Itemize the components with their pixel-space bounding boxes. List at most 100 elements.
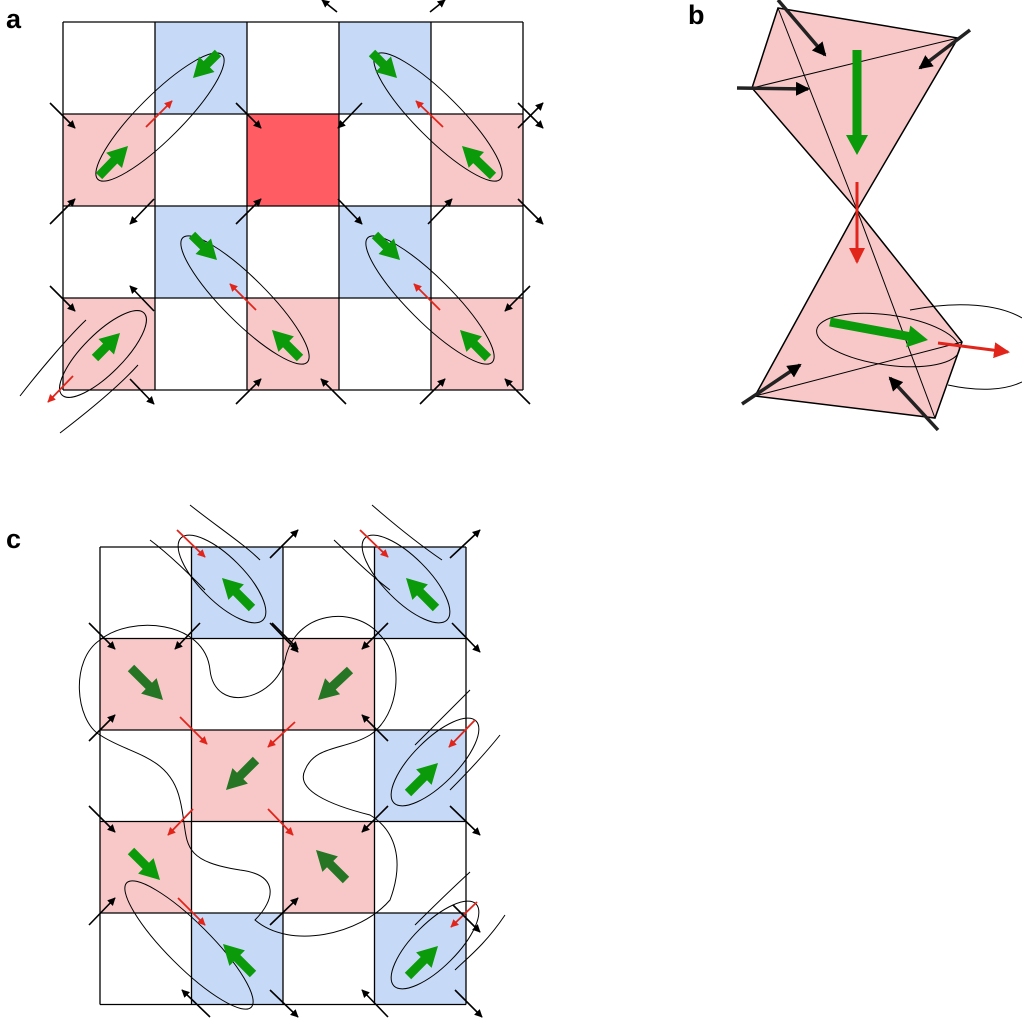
spin-arrow bbox=[404, 946, 438, 980]
dark-spin-arrow bbox=[226, 756, 260, 790]
corner-arrow bbox=[427, 198, 453, 225]
panel-c: c bbox=[6, 504, 506, 1018]
spin-arrow bbox=[222, 578, 256, 612]
loop-ellipse bbox=[59, 310, 147, 398]
panel-b-arrows bbox=[736, 0, 1010, 432]
corner-arrow bbox=[49, 285, 76, 312]
tetra-edge bbox=[856, 209, 936, 419]
corner-arrow bbox=[918, 28, 972, 70]
spin-arrow bbox=[406, 578, 440, 612]
corner-arrow bbox=[776, 0, 827, 57]
corner-arrow bbox=[129, 285, 155, 312]
corner-arrow bbox=[88, 897, 116, 926]
spin-arrow bbox=[188, 231, 217, 260]
panel-label-b: b bbox=[688, 0, 705, 30]
open-string bbox=[909, 304, 1022, 319]
tetra-edge bbox=[777, 7, 858, 211]
corner-arrow bbox=[888, 376, 940, 432]
corner-arrow bbox=[129, 198, 155, 225]
red-arrow bbox=[267, 808, 294, 836]
corner-arrow bbox=[361, 989, 389, 1018]
corner-arrow bbox=[129, 378, 155, 405]
corner-arrow bbox=[88, 714, 116, 742]
red-arrow bbox=[229, 283, 257, 311]
loop-ellipse bbox=[390, 717, 480, 807]
corner-arrow bbox=[451, 622, 481, 653]
loop-ellipse bbox=[95, 52, 225, 182]
spin-arrow bbox=[193, 49, 222, 78]
corner-arrow bbox=[337, 198, 363, 225]
corner-arrow bbox=[419, 378, 446, 405]
corner-arrow bbox=[88, 805, 116, 833]
loop-ellipse bbox=[177, 534, 267, 624]
dark-spin-arrow bbox=[318, 666, 354, 700]
corner-arrow bbox=[269, 897, 299, 926]
corner-arrow bbox=[504, 285, 531, 312]
red-arrow bbox=[413, 283, 441, 311]
corner-arrow bbox=[49, 102, 76, 129]
spin-arrow bbox=[91, 333, 120, 362]
corner-arrow bbox=[449, 805, 481, 836]
corner-arrow bbox=[269, 529, 299, 559]
open-string bbox=[414, 871, 471, 926]
large-loop-curve bbox=[78, 615, 398, 937]
red-arrow bbox=[359, 529, 389, 558]
open-string bbox=[449, 734, 501, 791]
corner-arrow bbox=[235, 198, 262, 225]
spin-arrow bbox=[846, 50, 868, 155]
corner-arrow bbox=[741, 363, 802, 406]
corner-arrow bbox=[361, 622, 389, 650]
a-cell bbox=[247, 114, 339, 206]
spin-arrow bbox=[460, 330, 492, 362]
red-arrow bbox=[177, 897, 206, 926]
corner-arrow bbox=[49, 198, 76, 225]
panel-c-loops bbox=[78, 504, 506, 1010]
panel-a-loops bbox=[19, 52, 503, 434]
corner-arrow bbox=[181, 989, 211, 1018]
spin-arrow bbox=[95, 146, 128, 180]
red-arrow bbox=[47, 375, 74, 403]
loop-ellipse bbox=[180, 235, 310, 365]
corner-arrow bbox=[361, 805, 389, 833]
panel-c-arrows bbox=[88, 529, 483, 1018]
dark-spin-arrow bbox=[316, 850, 350, 884]
spin-arrow bbox=[404, 763, 438, 797]
panel-label-c: c bbox=[6, 524, 21, 554]
corner-arrow bbox=[174, 622, 201, 650]
corner-arrow bbox=[452, 904, 481, 933]
tetra-edge bbox=[754, 341, 963, 397]
open-string bbox=[189, 504, 261, 561]
red-arrow bbox=[167, 808, 194, 836]
spin-arrow bbox=[272, 330, 304, 362]
corner-arrow bbox=[449, 529, 481, 559]
panel-label-a: a bbox=[6, 4, 22, 34]
loop-ellipse bbox=[124, 880, 254, 1010]
spin-arrow bbox=[368, 49, 397, 78]
spin-arrow bbox=[462, 146, 497, 180]
dark-spin-arrow bbox=[127, 664, 163, 700]
open-string bbox=[371, 504, 443, 561]
open-string bbox=[414, 689, 471, 746]
open-string bbox=[149, 539, 206, 591]
corner-arrow bbox=[269, 989, 299, 1018]
panel-a-arrows bbox=[47, 0, 544, 405]
loop-ellipse bbox=[816, 312, 960, 368]
corner-arrow bbox=[88, 622, 116, 650]
panel-b: b bbox=[688, 0, 1022, 432]
corner-arrow bbox=[361, 714, 389, 742]
red-arrow bbox=[176, 529, 206, 558]
panel-a: a bbox=[6, 0, 544, 434]
red-arrow bbox=[415, 100, 444, 128]
corner-arrow bbox=[235, 378, 262, 405]
red-arrow bbox=[145, 100, 173, 128]
open-string bbox=[947, 381, 1022, 390]
corner-arrow bbox=[321, 0, 338, 13]
corner-arrow bbox=[235, 102, 262, 129]
corner-arrow bbox=[504, 378, 531, 405]
a-cell bbox=[247, 298, 339, 390]
corner-arrow bbox=[320, 378, 347, 405]
panel-c-grid-lines bbox=[99, 546, 467, 1006]
spin-arrow bbox=[223, 944, 257, 978]
corner-arrow bbox=[736, 81, 810, 96]
